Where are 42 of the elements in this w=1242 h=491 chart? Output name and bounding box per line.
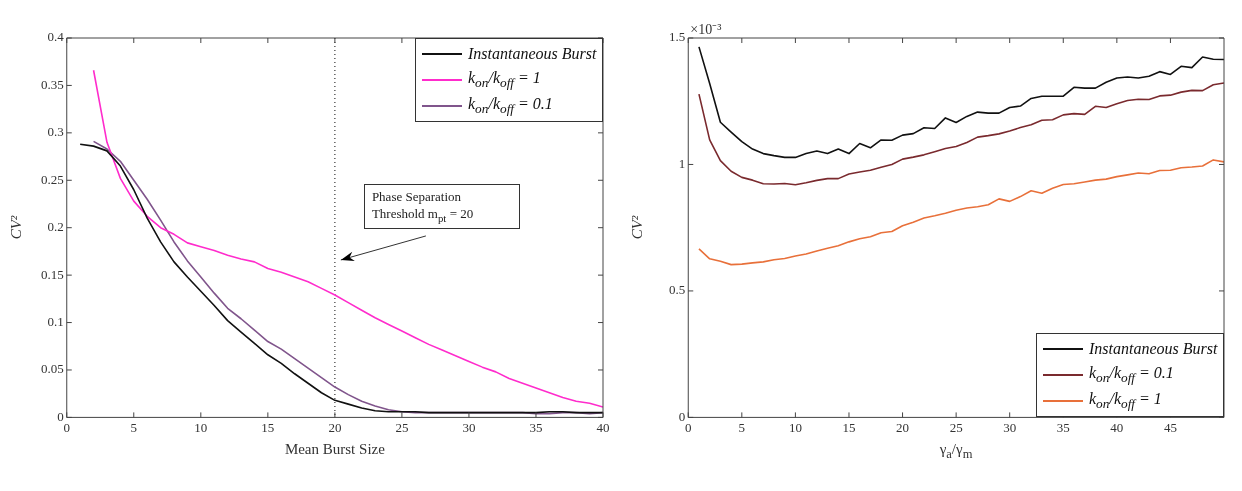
y-tick-label: 0.35 — [41, 76, 64, 92]
y-tick-label: 0.5 — [669, 282, 686, 298]
x-tick-label: 10 — [194, 419, 208, 435]
x-axis-title: Mean Burst Size — [284, 441, 385, 459]
y-tick-label: 0.15 — [41, 266, 64, 282]
x-axis-title: γ$_{a}$/γ$_{m}$ — [939, 441, 973, 463]
y-tick-label: 0.1 — [47, 313, 64, 329]
x-tick-label: 15 — [842, 419, 856, 435]
x-tick-label: 20 — [896, 419, 910, 435]
x-tick-label: 15 — [261, 419, 275, 435]
x-tick-label: 35 — [1056, 419, 1070, 435]
text: ×10⁻³ — [690, 21, 722, 38]
x-tick-label: 20 — [328, 419, 342, 435]
y-tick-label: 0 — [57, 408, 64, 424]
y-tick-label: 0.2 — [47, 219, 64, 235]
x-tick-label: 35 — [529, 419, 543, 435]
x-tick-label: 10 — [788, 419, 802, 435]
x-tick-label: 5 — [738, 419, 746, 435]
x-tick-label: 30 — [1003, 419, 1017, 435]
y-axis-title: CV² — [629, 215, 646, 240]
legend-label: k$_{on}$/k$_{off}$ = 0.1 — [468, 94, 553, 118]
callout-box: Phase Separation Threshold m$_{pt}$ = 20 — [363, 183, 520, 230]
x-tick-label: 40 — [1110, 419, 1124, 435]
legend-label: Instantaneous Burst — [1089, 340, 1218, 359]
y-tick-label: 0.25 — [41, 171, 64, 187]
x-tick-label: 5 — [130, 419, 138, 435]
y-tick-label: 0.3 — [47, 124, 64, 140]
x-tick-label: 25 — [395, 419, 409, 435]
legend-label: k$_{on}$/k$_{off}$ = 0.1 — [1089, 364, 1174, 387]
y-tick-label: 0 — [678, 408, 686, 424]
legend-label: k$_{on}$/k$_{off}$ = 1 — [1089, 390, 1162, 413]
y-tick-label: 1 — [678, 155, 686, 171]
x-tick-label: 30 — [462, 419, 476, 435]
legend-label: k$_{on}$/k$_{off}$ = 1 — [468, 68, 541, 92]
y-axis-title: CV² — [8, 215, 25, 240]
x-tick-label: 25 — [949, 419, 963, 435]
x-tick-label: 45 — [1163, 419, 1177, 435]
y-tick-label: 1.5 — [669, 29, 686, 45]
x-tick-label: 40 — [596, 419, 610, 435]
y-tick-label: 0.4 — [47, 29, 65, 45]
y-tick-label: 0.05 — [41, 361, 64, 377]
legend-label: Instantaneous Burst — [468, 45, 597, 63]
